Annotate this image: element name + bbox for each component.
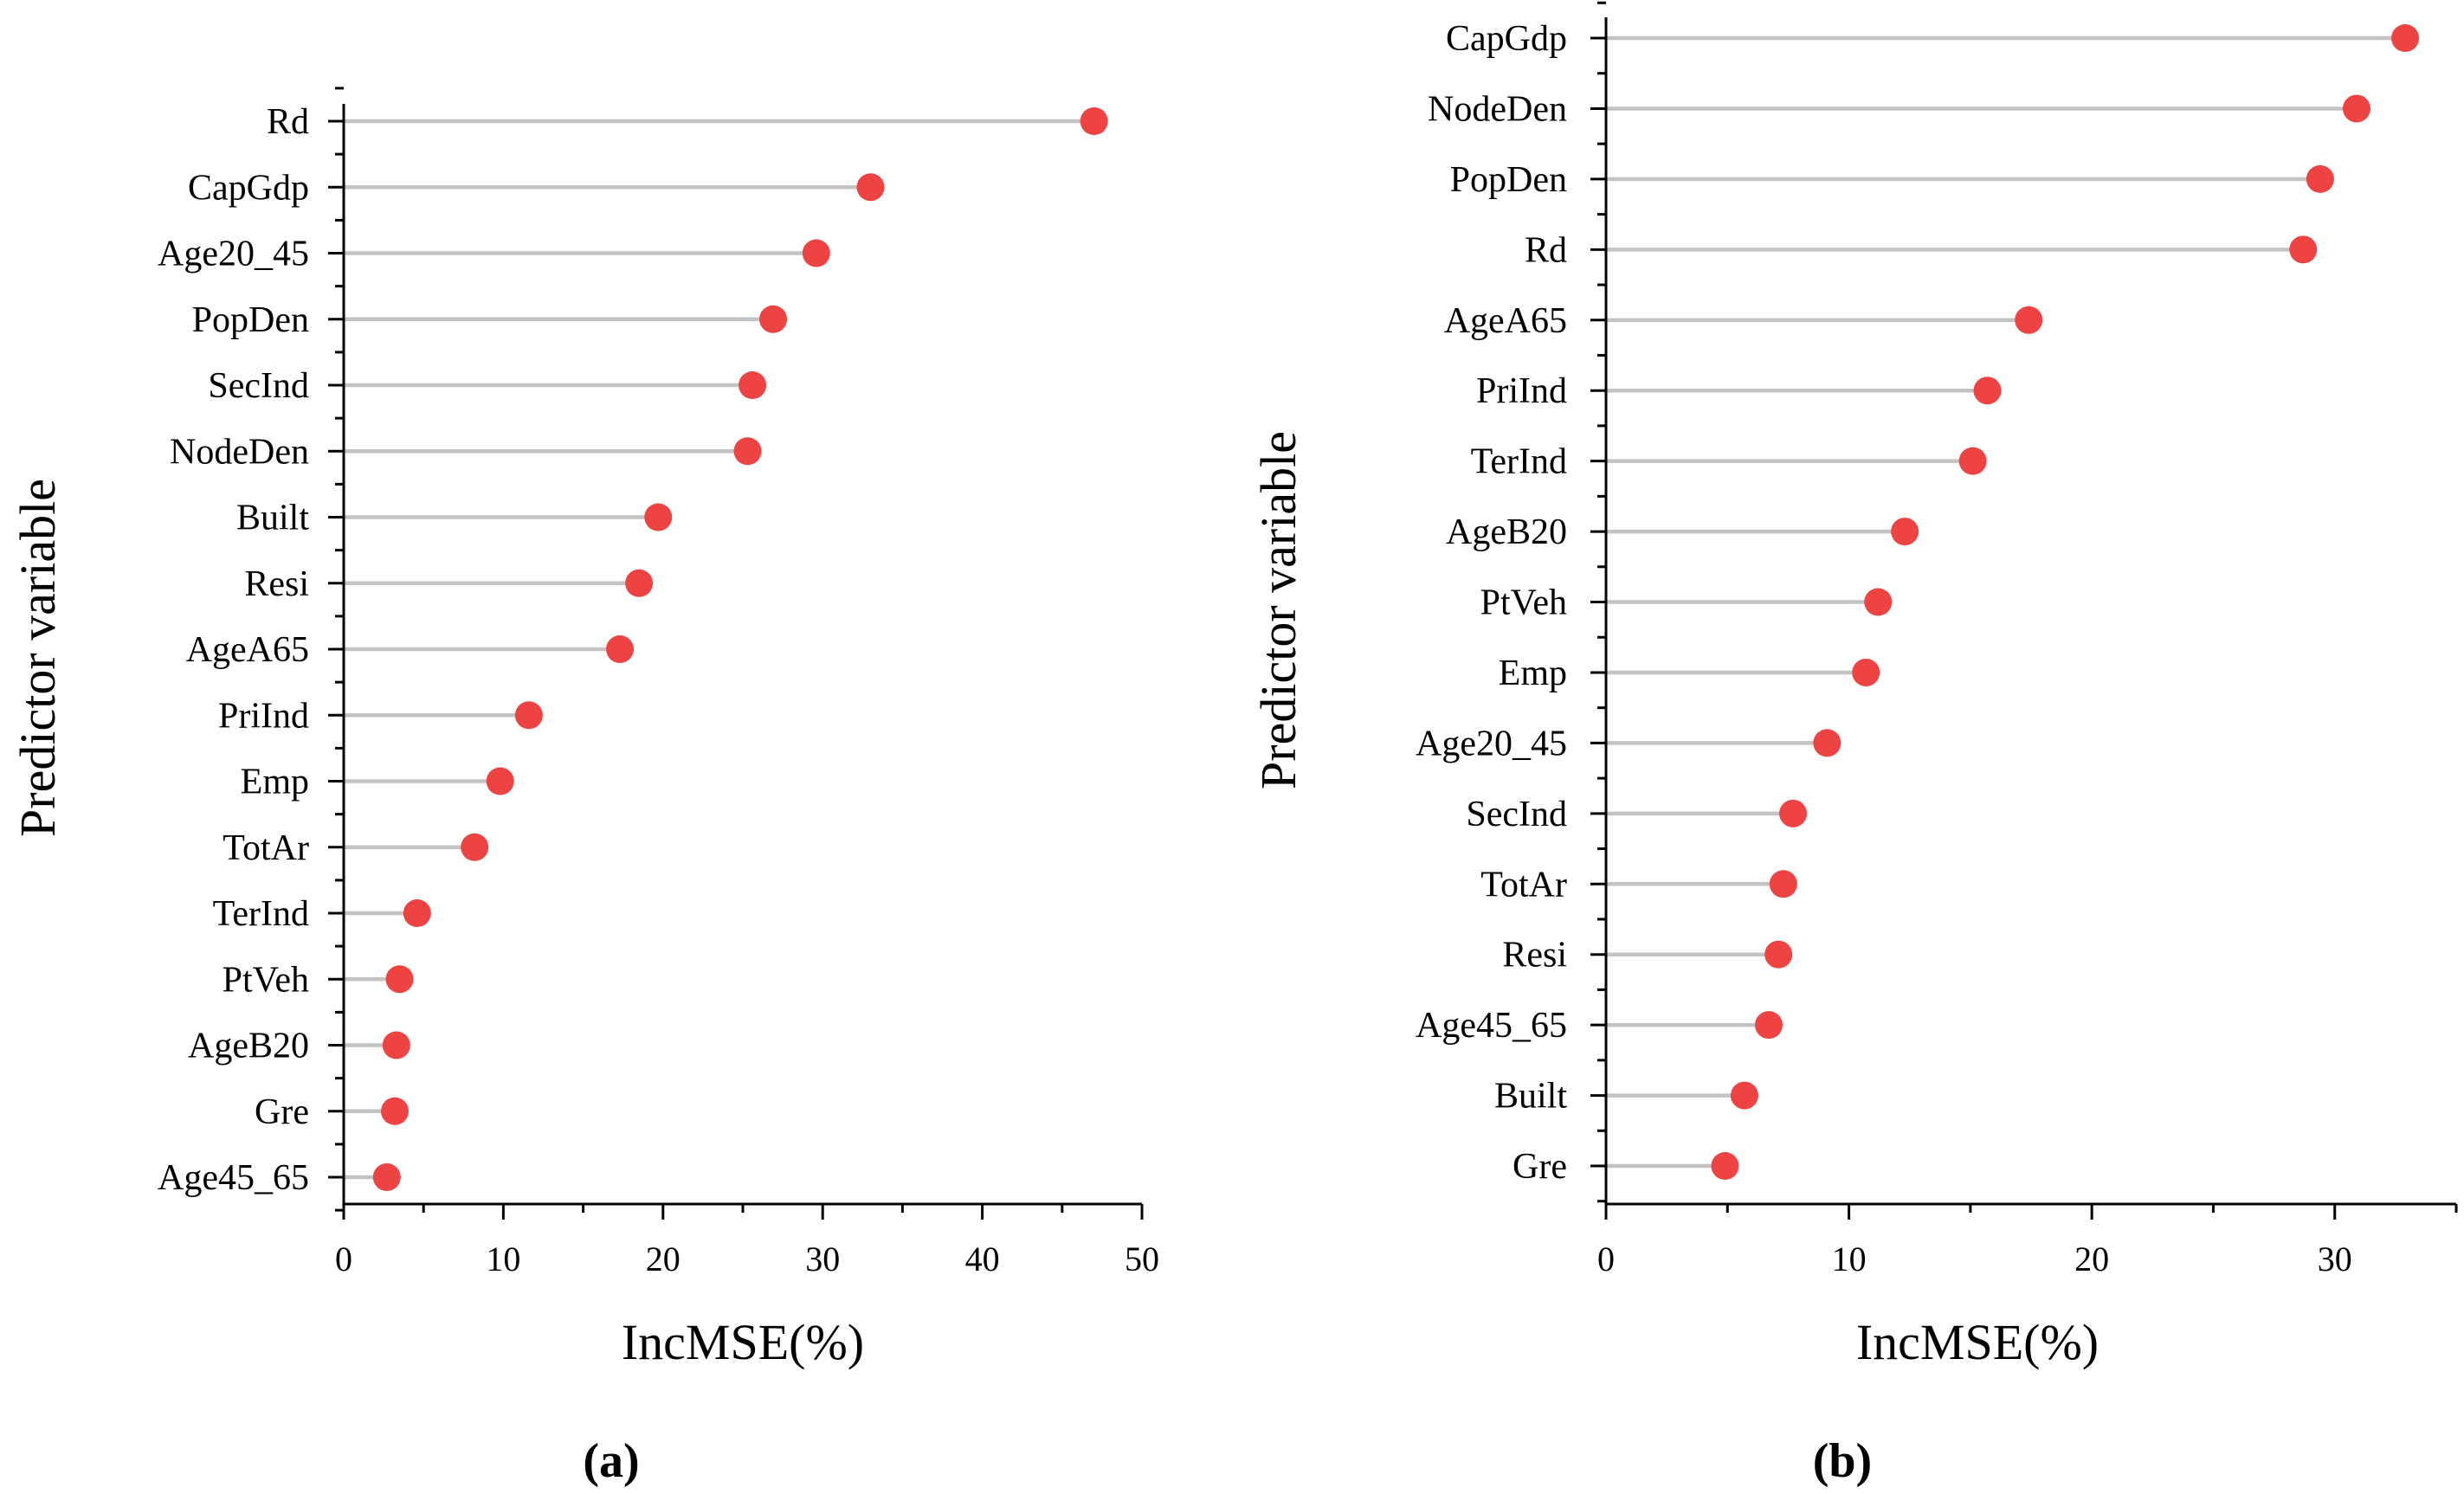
panel-a-dots [372,107,1108,1191]
panel-b-stems [1606,35,2406,1169]
panel-a-data-point [856,173,885,202]
panel-b-category-label: AgeA65 [1444,301,1567,341]
panel-a-data-point [372,1163,401,1191]
panel-b-data-point [1711,1152,1739,1180]
panel-b-data-point [1852,658,1880,686]
panel-b-category-label: Emp [1499,654,1567,693]
panel-a-category-label: PopDen [192,300,309,340]
panel-a-category-label: AgeA65 [186,630,309,670]
panel-b-x-tick-label: 30 [2318,1240,2352,1278]
panel-b-category-label: TerInd [1471,442,1567,482]
panel-a-x-tick-label: 40 [965,1240,1000,1278]
panel-a-data-point [625,569,654,597]
panel-a-category-label: Resi [244,564,309,604]
panel-a-data-point [381,1097,410,1125]
panel-b-x-ticks [1604,1204,2458,1220]
panel-b-category-label: Resi [1502,936,1567,976]
panel-b-category-label: Age20_45 [1416,724,1567,763]
panel-a-category-label: Rd [267,102,309,142]
panel-a-category-label: Emp [241,763,309,802]
panel-b-label: (b) [1813,1434,1872,1488]
panel-a-x-tick-label: 0 [335,1240,352,1278]
panel-b-data-point [1864,588,1893,616]
panel-a-data-point [733,437,762,466]
panel-b-dots [1711,24,2420,1180]
panel-a-x-tick-labels: 0 10 20 30 40 50 [335,1240,1159,1278]
panel-b-chart: CapGdp NodeDen PopDen Rd AgeA65 PriInd TerInd A… [1250,1,2458,1488]
panel-a-category-labels: Rd CapGdp Age20_45 PopDen SecInd NodeDen Built… [158,102,309,1198]
panel-a-category-label: Age45_65 [158,1158,309,1198]
panel-a-category-label: CapGdp [188,168,309,208]
panel-a-category-label: PtVeh [223,960,309,1000]
panel-a-y-axis-title: Predictor variable [10,479,66,837]
panel-b-data-point [2015,306,2043,334]
panel-a-data-point [1080,107,1108,135]
panel-b-category-label: PtVeh [1480,583,1567,623]
panel-a-data-point [644,503,673,531]
panel-b-category-label: SecInd [1466,795,1567,834]
panel-a-data-point [802,239,830,267]
panel-b-data-point [1764,940,1793,969]
panel-b-x-tick-labels: 0 10 20 30 [1597,1240,2352,1278]
panel-a-data-point [514,701,543,730]
panel-a-data-point [759,305,788,333]
panel-a-category-label: NodeDen [170,432,309,472]
panel-b-data-point [1813,729,1842,757]
panel-b-category-label: CapGdp [1446,19,1567,59]
panel-a-category-label: PriInd [218,696,309,736]
panel-b-category-label: TotAr [1480,865,1567,905]
panel-b-data-point [2289,235,2318,264]
panel-b-category-label: PriInd [1476,371,1567,411]
panel-b-x-axis-title: IncMSE(%) [1856,1314,2099,1370]
panel-a-data-point [461,833,489,861]
panel-a-x-tick-label: 30 [805,1240,840,1278]
panel-b-category-label: PopDen [1450,160,1567,200]
panel-b-x-tick-label: 20 [2074,1240,2109,1278]
panel-a-data-point [486,767,514,795]
panel-a-data-point [403,899,431,927]
panel-b-y-ticks [1590,1,1606,1203]
panel-b-data-point [1958,447,1987,475]
panel-a-category-label: AgeB20 [188,1027,309,1066]
panel-b-data-point [1891,518,1919,546]
panel-b-category-labels: CapGdp NodeDen PopDen Rd AgeA65 PriInd TerInd A… [1416,19,1567,1187]
panel-b-x-tick-label: 10 [1832,1240,1867,1278]
panel-a-data-point [606,635,635,663]
panel-b-data-point [1973,377,2002,405]
panel-b-data-point [1730,1081,1758,1110]
panel-a-data-point [385,965,414,994]
panel-a-x-axis-title: IncMSE(%) [622,1314,864,1370]
panel-a-chart: Rd CapGdp Age20_45 PopDen SecInd NodeDen Built… [10,87,1159,1488]
panel-a-category-label: Built [236,499,309,538]
panel-b-data-point [1754,1011,1783,1040]
panel-a-data-point [739,371,767,399]
panel-a-x-ticks [342,1204,1144,1220]
panel-b-category-label: Age45_65 [1416,1006,1567,1046]
panel-b-data-point [2342,94,2370,123]
panel-a-label: (a) [583,1434,639,1488]
panel-b-category-label: Gre [1513,1147,1567,1187]
panel-a-stems [344,119,1094,1180]
panel-a-category-label: Gre [255,1092,309,1132]
panel-b-category-label: Rd [1525,230,1567,270]
panel-b-category-label: Built [1494,1077,1567,1117]
panel-b-category-label: AgeB20 [1446,512,1567,552]
panel-b-y-axis-title: Predictor variable [1250,431,1306,789]
panel-a-category-label: SecInd [208,366,309,406]
panel-a-x-tick-label: 20 [646,1240,681,1278]
panel-b-data-point [1769,870,1797,898]
panel-a-y-ticks [328,87,344,1212]
panel-a-category-label: TerInd [213,894,309,934]
panel-b-x-tick-label: 0 [1597,1240,1615,1278]
panel-a-data-point [382,1031,410,1059]
panel-a-category-label: Age20_45 [158,235,309,274]
panel-a-category-label: TotAr [223,828,309,868]
panel-a-x-tick-label: 10 [486,1240,520,1278]
panel-b-category-label: NodeDen [1428,89,1567,129]
panel-b-data-point [2306,164,2334,193]
panel-b-data-point [1779,799,1808,827]
panel-a-x-tick-label: 50 [1125,1240,1159,1278]
panel-b-data-point [2391,24,2420,52]
